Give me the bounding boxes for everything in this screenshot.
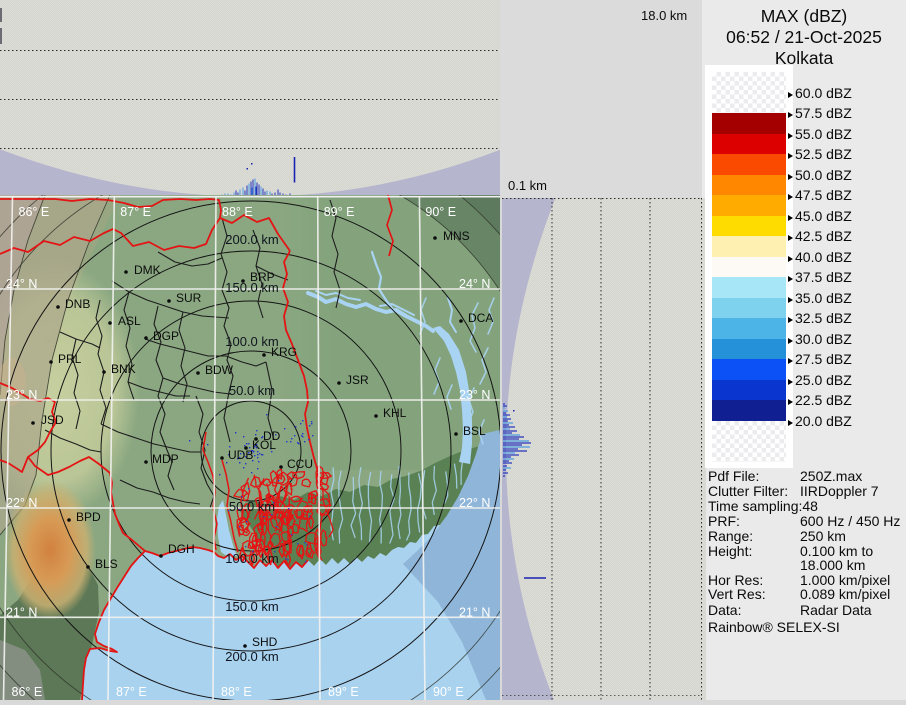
svg-text:JSD: JSD <box>41 413 64 427</box>
svg-text:CCU: CCU <box>287 457 313 471</box>
svg-text:50.0 km: 50.0 km <box>229 499 275 514</box>
svg-text:22° N: 22° N <box>459 496 490 510</box>
svg-text:MDP: MDP <box>152 452 179 466</box>
svg-text:KOL: KOL <box>252 438 276 452</box>
svg-text:PRL: PRL <box>58 352 82 366</box>
svg-text:150.0 km: 150.0 km <box>225 599 278 614</box>
svg-text:SUR: SUR <box>176 291 202 305</box>
svg-text:22° N: 22° N <box>6 496 37 510</box>
svg-text:90° E: 90° E <box>425 205 456 219</box>
svg-text:DGH: DGH <box>168 542 195 556</box>
svg-text:21° N: 21° N <box>6 605 37 619</box>
svg-text:89° E: 89° E <box>324 205 355 219</box>
svg-text:BDW: BDW <box>205 363 234 377</box>
svg-text:DNB: DNB <box>65 297 90 311</box>
svg-text:24° N: 24° N <box>459 277 490 291</box>
svg-text:100.0 km: 100.0 km <box>225 551 278 566</box>
svg-text:86° E: 86° E <box>19 205 50 219</box>
svg-text:23° N: 23° N <box>6 388 37 402</box>
svg-text:150.0 km: 150.0 km <box>225 280 278 295</box>
svg-text:89° E: 89° E <box>328 685 359 699</box>
svg-text:JSR: JSR <box>346 373 369 387</box>
svg-text:DMK: DMK <box>134 263 161 277</box>
svg-text:86° E: 86° E <box>12 685 43 699</box>
svg-text:DGP: DGP <box>153 329 179 343</box>
svg-text:21° N: 21° N <box>459 605 490 619</box>
svg-text:DD: DD <box>263 429 281 443</box>
svg-text:BSL: BSL <box>463 424 486 438</box>
svg-text:SHD: SHD <box>252 635 278 649</box>
svg-text:87° E: 87° E <box>120 205 151 219</box>
svg-text:88° E: 88° E <box>222 205 253 219</box>
svg-text:DCA: DCA <box>468 311 493 325</box>
svg-text:200.0 km: 200.0 km <box>225 232 278 247</box>
svg-text:90° E: 90° E <box>433 685 464 699</box>
svg-text:24° N: 24° N <box>6 277 37 291</box>
svg-text:BRP: BRP <box>250 270 275 284</box>
svg-text:200.0 km: 200.0 km <box>225 649 278 664</box>
svg-text:23° N: 23° N <box>459 388 490 402</box>
svg-text:BLS: BLS <box>95 557 118 571</box>
svg-text:KRG: KRG <box>271 345 297 359</box>
svg-text:BPD: BPD <box>76 510 101 524</box>
svg-text:87° E: 87° E <box>116 685 147 699</box>
svg-text:100.0 km: 100.0 km <box>225 334 278 349</box>
svg-text:KHL: KHL <box>383 406 407 420</box>
svg-text:BNK: BNK <box>111 362 136 376</box>
svg-text:ASL: ASL <box>118 314 141 328</box>
svg-text:88° E: 88° E <box>221 685 252 699</box>
svg-text:MNS: MNS <box>443 229 470 243</box>
svg-text:UDB: UDB <box>228 448 253 462</box>
svg-text:50.0 km: 50.0 km <box>229 383 275 398</box>
